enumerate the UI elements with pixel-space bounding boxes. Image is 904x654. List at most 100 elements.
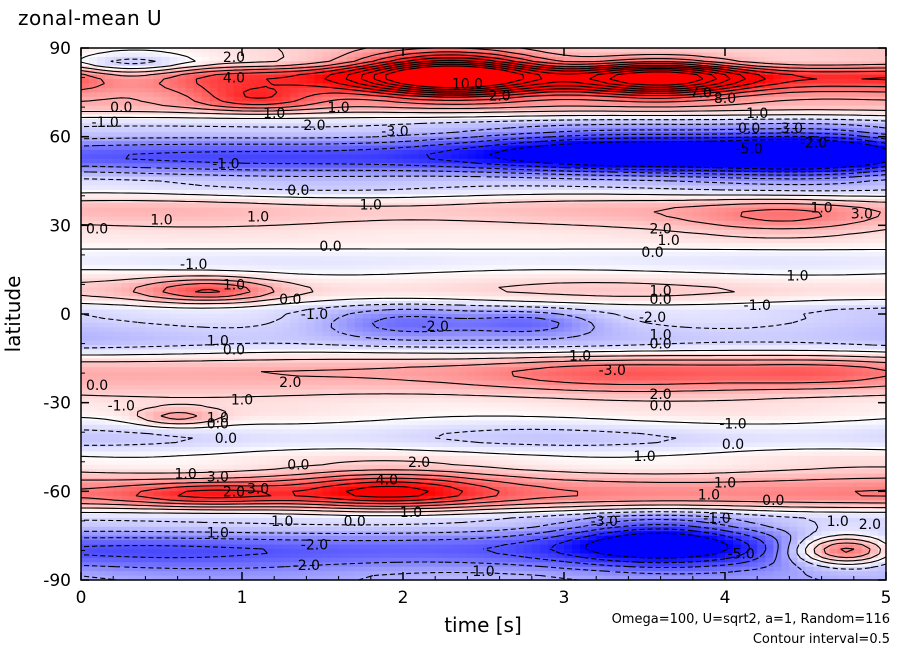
heat-cell [378, 105, 388, 111]
heat-cell [193, 141, 203, 147]
heat-cell [338, 420, 348, 426]
heat-cell [161, 296, 171, 302]
heat-cell [306, 415, 316, 421]
heat-cell [153, 420, 163, 426]
heat-cell [217, 495, 227, 501]
heat-cell [137, 172, 146, 178]
heat-cell [201, 327, 211, 333]
heat-cell [394, 455, 404, 461]
heat-cell [121, 336, 130, 342]
heat-cell [378, 265, 388, 271]
heat-cell [137, 278, 146, 284]
heat-cell [338, 562, 348, 568]
heat-cell [266, 260, 275, 266]
heat-cell [89, 87, 98, 93]
heat-cell [185, 234, 195, 240]
heat-cell [105, 451, 114, 457]
heat-cell [169, 562, 179, 568]
heat-cell [113, 460, 122, 466]
heat-cell [298, 79, 307, 85]
heat-cell [411, 172, 420, 178]
heat-cell [217, 531, 227, 537]
heat-cell [145, 238, 155, 244]
heat-cell [105, 548, 114, 554]
heat-cell [242, 349, 251, 355]
heat-cell [290, 185, 299, 191]
heat-cell [274, 362, 283, 368]
heat-cell [105, 504, 114, 510]
heat-cell [411, 176, 420, 182]
heat-cell [258, 314, 267, 320]
heat-cell [314, 486, 324, 492]
heat-cell [403, 557, 412, 563]
heat-cell [322, 398, 332, 404]
heat-cell [225, 451, 235, 457]
heat-cell [153, 282, 163, 288]
heat-cell [306, 571, 316, 577]
heat-cell [145, 181, 155, 187]
heat-cell [137, 531, 146, 537]
heat-cell [274, 74, 283, 80]
heat-cell [169, 163, 179, 169]
heat-cell [250, 336, 259, 342]
heat-cell [81, 225, 90, 231]
heat-cell [97, 251, 106, 257]
heat-cell [362, 52, 372, 58]
heat-cell [362, 194, 372, 200]
heat-cell [209, 247, 219, 253]
heat-cell [209, 256, 219, 262]
heat-cell [137, 389, 146, 395]
heat-cell [105, 296, 114, 302]
heat-cell [217, 460, 227, 466]
heat-cell [370, 393, 380, 399]
heat-cell [362, 469, 372, 475]
heat-cell [250, 540, 259, 546]
heat-cell [81, 327, 90, 333]
heat-cell [217, 220, 227, 226]
heat-cell [266, 225, 275, 231]
heat-cell [274, 189, 283, 195]
heat-cell [403, 371, 412, 377]
heat-cell [105, 52, 114, 58]
heat-cell [330, 278, 340, 284]
heat-cell [250, 473, 259, 479]
heat-cell [386, 287, 396, 293]
heat-cell [258, 535, 267, 541]
heat-cell [153, 491, 163, 497]
heat-cell [403, 220, 412, 226]
heat-cell [370, 411, 380, 417]
heat-cell [201, 158, 211, 164]
heat-cell [322, 265, 332, 271]
heat-cell [362, 269, 372, 275]
heat-cell [266, 185, 275, 191]
heat-cell [217, 353, 227, 359]
heat-cell [370, 389, 380, 395]
heat-cell [258, 189, 267, 195]
heat-cell [411, 79, 420, 85]
heat-cell [274, 291, 283, 297]
heat-cell [250, 141, 259, 147]
heat-cell [378, 61, 388, 67]
heat-cell [403, 300, 412, 306]
heat-cell [411, 340, 420, 346]
heat-cell [298, 544, 307, 550]
heat-cell [242, 74, 251, 80]
heat-cell [225, 154, 235, 160]
heat-cell [322, 482, 332, 488]
heat-cell [153, 260, 163, 266]
heat-cell [225, 194, 235, 200]
heat-cell [193, 486, 203, 492]
heat-cell [161, 163, 171, 169]
heat-cell [298, 460, 307, 466]
heat-cell [298, 438, 307, 444]
heat-cell [403, 336, 412, 342]
heat-cell [362, 517, 372, 523]
heat-cell [97, 367, 106, 373]
heat-cell [97, 247, 106, 253]
heat-cell [105, 314, 114, 320]
heat-cell [185, 517, 195, 523]
heat-cell [177, 442, 187, 448]
heat-cell [105, 411, 114, 417]
heat-cell [274, 402, 283, 408]
heat-cell [105, 185, 114, 191]
